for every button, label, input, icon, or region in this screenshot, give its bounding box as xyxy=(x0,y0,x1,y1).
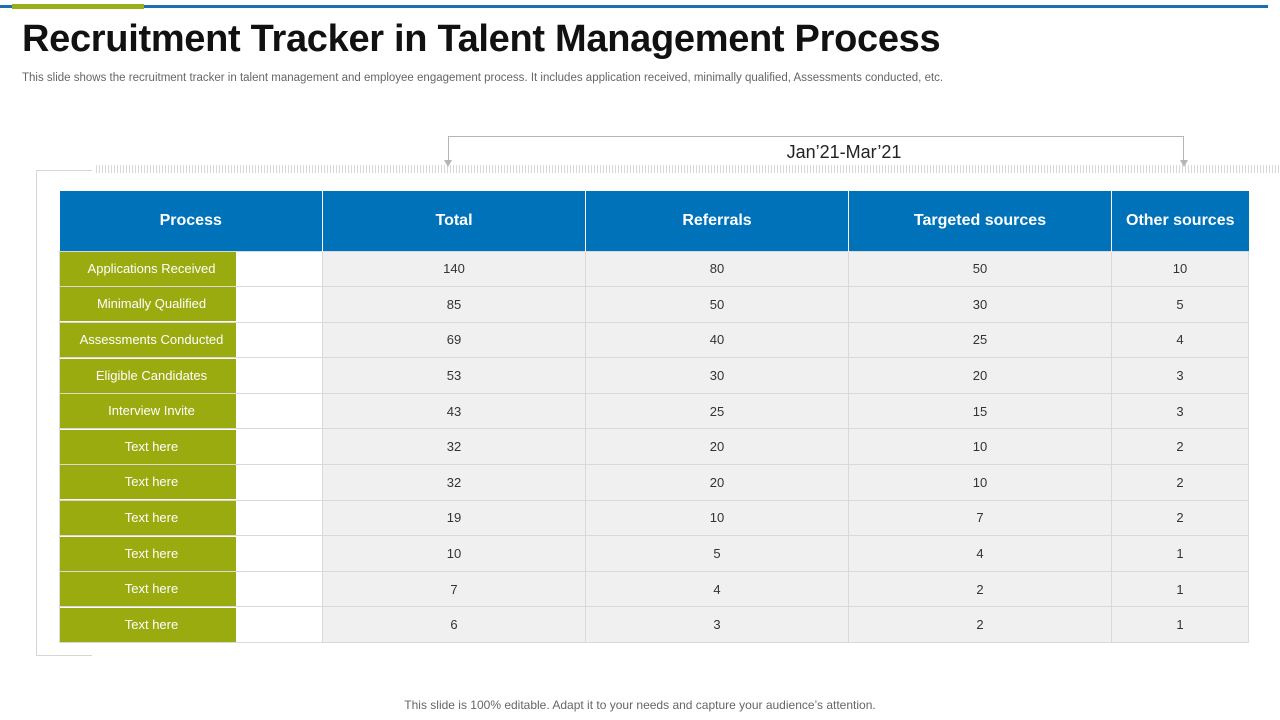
table-row: Minimally Qualified 85 50 30 5 xyxy=(59,286,1249,323)
table-row: Text here 32 20 10 2 xyxy=(59,428,1249,466)
process-label: Applications Received xyxy=(60,251,236,286)
table-body: Applications Received 140 80 50 10 Minimally … xyxy=(59,250,1249,644)
period-bracket xyxy=(448,136,1184,162)
targeted-sources-cell: 20 xyxy=(848,357,1112,394)
process-label: Text here xyxy=(60,607,236,642)
dotted-divider xyxy=(96,165,1280,173)
column-header-referrals: Referrals xyxy=(585,191,849,251)
process-label: Interview Invite xyxy=(60,394,236,429)
column-header-total: Total xyxy=(322,191,586,251)
slide-subtitle: This slide shows the recruitment tracker… xyxy=(22,72,944,84)
table-row: Text here 10 5 4 1 xyxy=(59,535,1249,572)
other-sources-cell: 3 xyxy=(1111,392,1249,430)
process-label: Text here xyxy=(60,572,236,607)
targeted-sources-cell: 4 xyxy=(848,535,1112,572)
process-cell: Text here xyxy=(59,428,323,466)
process-label: Text here xyxy=(60,500,236,535)
total-cell: 53 xyxy=(322,357,586,394)
total-cell: 32 xyxy=(322,428,586,466)
column-header-other-sources: Other sources xyxy=(1111,191,1249,251)
table-header-row: Process Total Referrals Targeted sources… xyxy=(59,191,1249,251)
total-cell: 7 xyxy=(322,570,586,608)
process-cell: Text here xyxy=(59,570,323,608)
process-label: Text here xyxy=(60,536,236,571)
recruitment-table: Process Total Referrals Targeted sources… xyxy=(59,191,1249,644)
process-cell: Text here xyxy=(59,464,323,501)
targeted-sources-cell: 50 xyxy=(848,250,1112,288)
table-row: Text here 6 3 2 1 xyxy=(59,606,1249,644)
total-cell: 43 xyxy=(322,392,586,430)
other-sources-cell: 1 xyxy=(1111,570,1249,608)
process-label: Text here xyxy=(60,429,236,464)
referrals-cell: 4 xyxy=(585,570,849,608)
total-cell: 32 xyxy=(322,464,586,501)
process-label: Minimally Qualified xyxy=(60,287,236,322)
total-cell: 140 xyxy=(322,250,586,288)
column-header-targeted-sources: Targeted sources xyxy=(848,191,1112,251)
total-cell: 6 xyxy=(322,606,586,644)
top-accent-line xyxy=(0,5,1268,8)
table-row: Text here 32 20 10 2 xyxy=(59,464,1249,501)
total-cell: 85 xyxy=(322,286,586,323)
process-cell: Text here xyxy=(59,606,323,644)
top-accent-bar xyxy=(12,4,144,9)
process-label: Eligible Candidates xyxy=(60,358,236,393)
other-sources-cell: 2 xyxy=(1111,499,1249,537)
arrow-down-icon xyxy=(1180,160,1188,167)
other-sources-cell: 5 xyxy=(1111,286,1249,323)
targeted-sources-cell: 10 xyxy=(848,428,1112,466)
referrals-cell: 20 xyxy=(585,428,849,466)
referrals-cell: 25 xyxy=(585,392,849,430)
process-cell: Applications Received xyxy=(59,250,323,288)
process-cell: Text here xyxy=(59,499,323,537)
other-sources-cell: 4 xyxy=(1111,321,1249,359)
process-cell: Assessments Conducted xyxy=(59,321,323,359)
targeted-sources-cell: 10 xyxy=(848,464,1112,501)
referrals-cell: 50 xyxy=(585,286,849,323)
other-sources-cell: 10 xyxy=(1111,250,1249,288)
referrals-cell: 80 xyxy=(585,250,849,288)
table-row: Interview Invite 43 25 15 3 xyxy=(59,392,1249,430)
targeted-sources-cell: 25 xyxy=(848,321,1112,359)
total-cell: 10 xyxy=(322,535,586,572)
other-sources-cell: 2 xyxy=(1111,464,1249,501)
table-row: Eligible Candidates 53 30 20 3 xyxy=(59,357,1249,394)
footer-note: This slide is 100% editable. Adapt it to… xyxy=(404,698,876,712)
table-row: Assessments Conducted 69 40 25 4 xyxy=(59,321,1249,359)
column-header-process: Process xyxy=(59,191,323,251)
slide-title: Recruitment Tracker in Talent Management… xyxy=(22,18,941,60)
referrals-cell: 40 xyxy=(585,321,849,359)
targeted-sources-cell: 2 xyxy=(848,606,1112,644)
process-cell: Text here xyxy=(59,535,323,572)
table-row: Text here 7 4 2 1 xyxy=(59,570,1249,608)
other-sources-cell: 1 xyxy=(1111,606,1249,644)
targeted-sources-cell: 15 xyxy=(848,392,1112,430)
period-label: Jan’21-Mar’21 xyxy=(744,142,944,163)
other-sources-cell: 2 xyxy=(1111,428,1249,466)
arrow-down-icon xyxy=(444,160,452,167)
process-label: Assessments Conducted xyxy=(60,322,236,357)
process-cell: Eligible Candidates xyxy=(59,357,323,394)
referrals-cell: 5 xyxy=(585,535,849,572)
process-cell: Interview Invite xyxy=(59,392,323,430)
total-cell: 69 xyxy=(322,321,586,359)
table-row: Applications Received 140 80 50 10 xyxy=(59,250,1249,288)
other-sources-cell: 3 xyxy=(1111,357,1249,394)
process-cell: Minimally Qualified xyxy=(59,286,323,323)
table-row: Text here 19 10 7 2 xyxy=(59,499,1249,537)
other-sources-cell: 1 xyxy=(1111,535,1249,572)
referrals-cell: 20 xyxy=(585,464,849,501)
targeted-sources-cell: 2 xyxy=(848,570,1112,608)
referrals-cell: 3 xyxy=(585,606,849,644)
total-cell: 19 xyxy=(322,499,586,537)
process-label: Text here xyxy=(60,465,236,500)
targeted-sources-cell: 30 xyxy=(848,286,1112,323)
targeted-sources-cell: 7 xyxy=(848,499,1112,537)
referrals-cell: 10 xyxy=(585,499,849,537)
referrals-cell: 30 xyxy=(585,357,849,394)
